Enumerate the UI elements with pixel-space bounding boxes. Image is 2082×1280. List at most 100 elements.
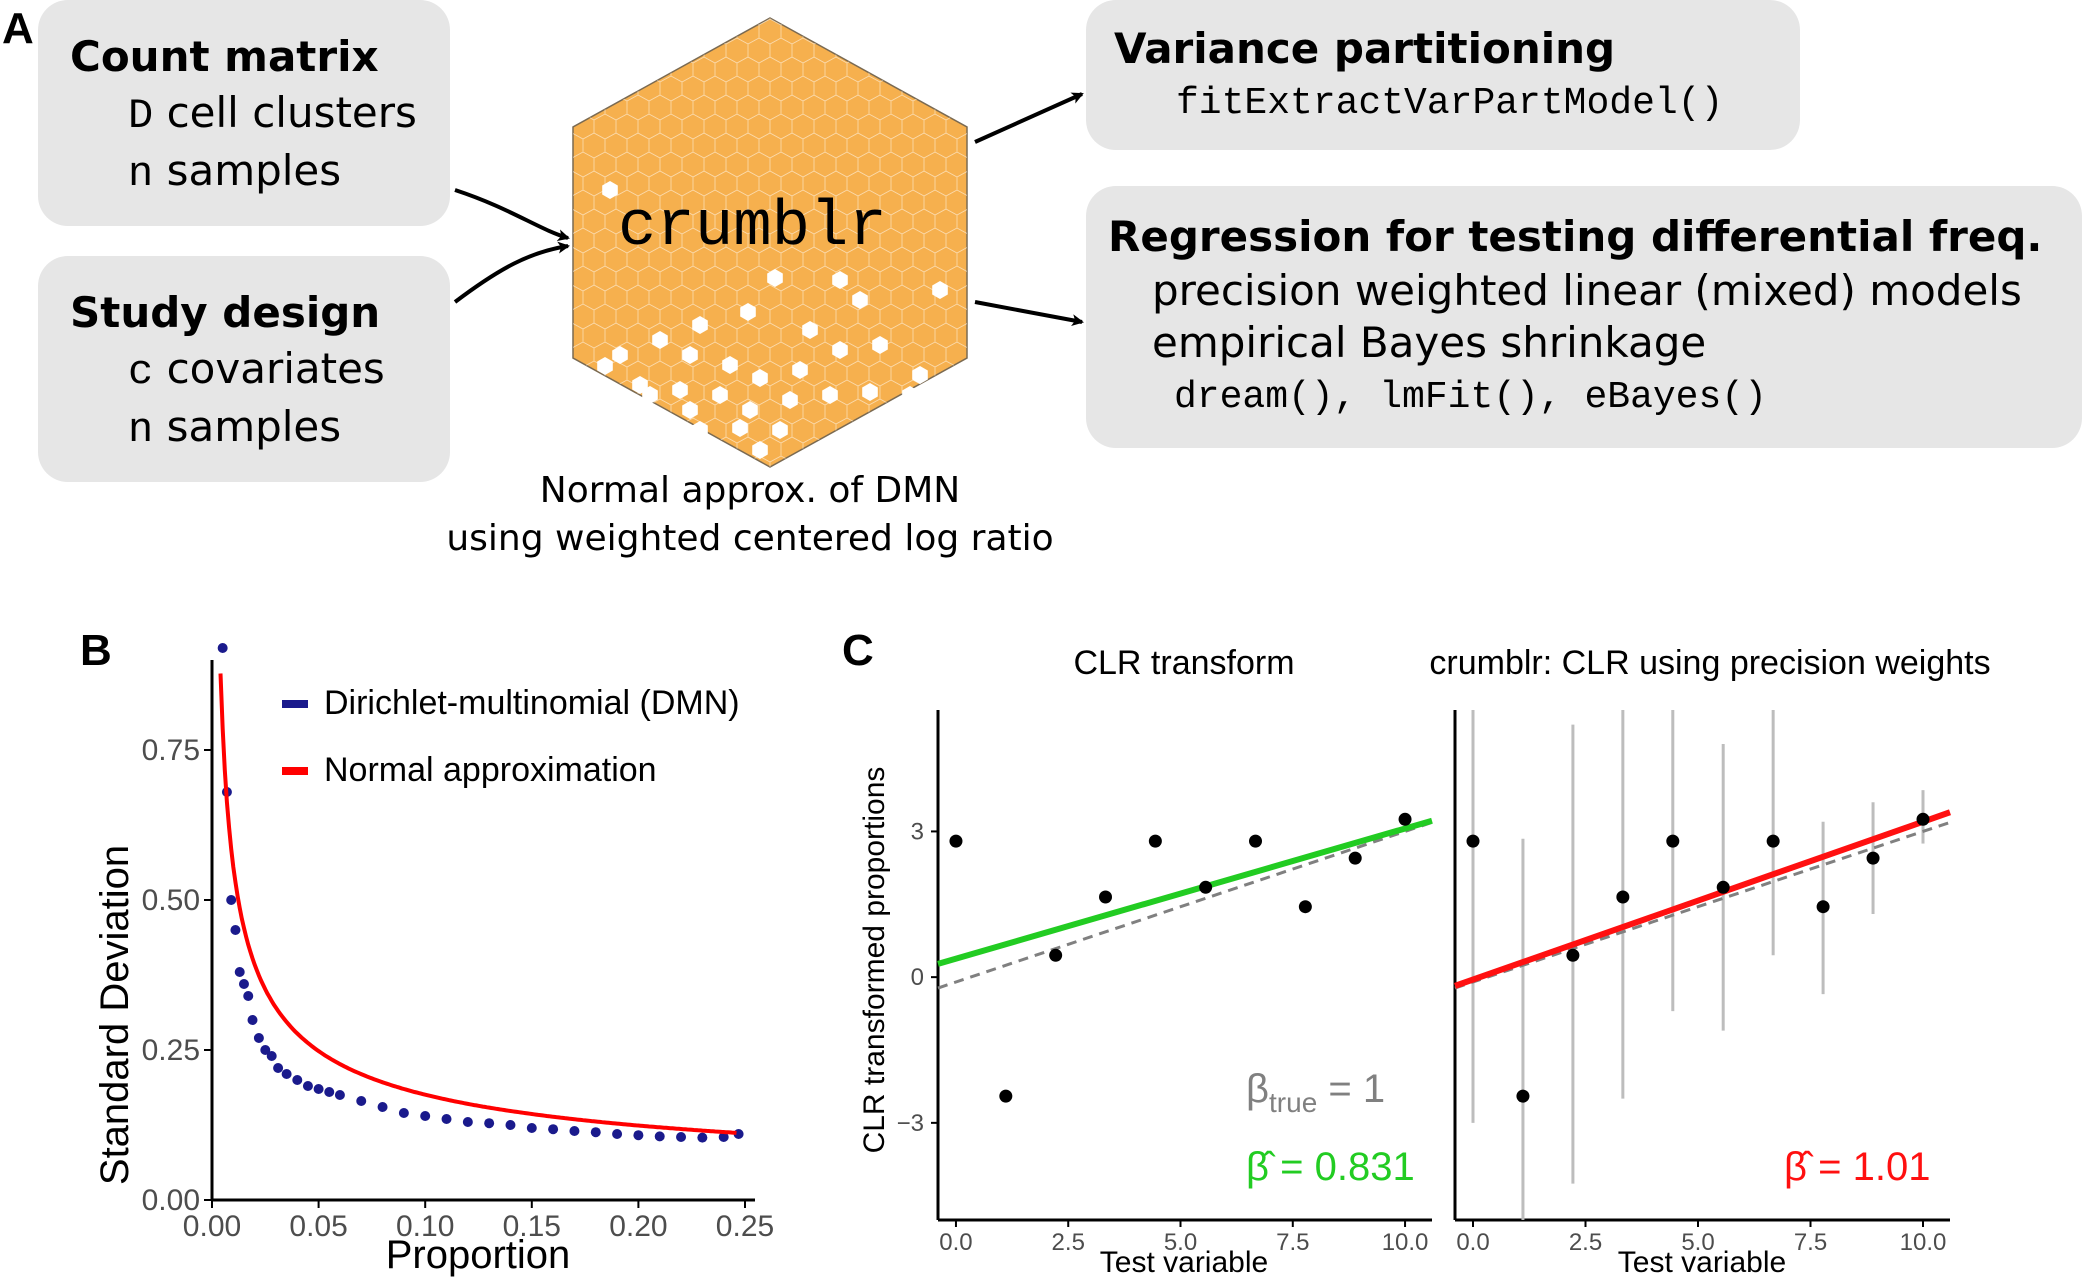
dmn-point — [217, 643, 228, 653]
count-matrix-line-samples: n samples — [128, 146, 342, 198]
study-design-line-samples: n samples — [128, 402, 342, 454]
crumblr-point — [1516, 1089, 1530, 1103]
white-cell — [622, 406, 638, 424]
clr-ytick-label: 3 — [911, 818, 924, 845]
panel-b-xtick-label: 0.20 — [609, 1210, 667, 1243]
clr-point — [1249, 834, 1263, 848]
dmn-point — [398, 1108, 409, 1118]
white-cells — [597, 181, 948, 464]
white-cell — [932, 281, 948, 299]
crumblr-point — [1766, 834, 1780, 848]
regression-title: Regression for testing differential freq… — [1108, 212, 2043, 261]
crumblr-label: crumblr — [618, 192, 887, 264]
dmn-point — [420, 1111, 431, 1121]
beta-true-annotation: βtrue = 1 — [1246, 1067, 1385, 1118]
dmn-point — [612, 1129, 623, 1139]
dmn-point — [313, 1084, 324, 1094]
white-cell — [802, 321, 818, 339]
white-cell — [672, 381, 688, 399]
panel-b-xtick-label: 0.10 — [396, 1210, 454, 1243]
clr-true-line — [937, 820, 1433, 990]
clr-fit-line — [937, 817, 1433, 967]
legend-label-normal: Normal approximation — [324, 751, 657, 789]
clr-point — [1298, 900, 1312, 914]
panel-c-left-xlabel: Test variable — [1100, 1246, 1268, 1279]
panel-c-right-title: crumblr: CLR using precision weights — [1429, 644, 1990, 682]
legend-swatch-dmn — [282, 700, 308, 708]
clr-point — [949, 834, 963, 848]
panel-b-ytick-label: 0.50 — [142, 884, 200, 917]
dmn-point — [334, 1090, 345, 1100]
arrow-design-to-crumblr — [453, 241, 570, 304]
panel-c-left-title: CLR transform — [1073, 644, 1294, 682]
arrow-to-varpart — [974, 92, 1084, 144]
regression-box: Regression for testing differential freq… — [1086, 186, 2082, 448]
dmn-point — [230, 925, 241, 935]
dmn-point — [441, 1114, 452, 1124]
white-cell — [862, 383, 878, 401]
dmn-point — [569, 1126, 580, 1136]
clr-point — [1099, 890, 1113, 904]
clr-point — [1049, 948, 1063, 962]
dmn-point — [302, 1081, 313, 1091]
normal-approx-curve — [218, 673, 737, 1135]
panel-label-a: A — [2, 4, 34, 53]
variance-partitioning-box: Variance partitioning fitExtractVarPartM… — [1086, 0, 1800, 150]
panel-b-chart: 0.00 0.05 0.10 0.15 0.20 0.25 0.00 0.25 0.50 0.75… — [93, 643, 774, 1277]
dmn-point — [234, 967, 245, 977]
dmn-point — [718, 1132, 729, 1142]
dmn-point — [484, 1118, 495, 1129]
dmn-point — [462, 1117, 473, 1127]
crumblr-point — [1616, 890, 1630, 904]
white-cell — [712, 446, 728, 464]
dmn-point — [238, 979, 249, 989]
dmn-point — [505, 1120, 516, 1130]
panel-b-legend: Dirichlet-multinomial (DMN) Normal appro… — [282, 684, 740, 789]
white-cell — [682, 401, 698, 419]
white-cell — [602, 181, 618, 199]
crumblr-xtick-label: 2.5 — [1569, 1229, 1602, 1256]
regression-line1: precision weighted linear (mixed) models — [1152, 266, 2022, 315]
center-caption-line2: using weighted centered log ratio — [446, 518, 1054, 559]
white-cell — [832, 271, 848, 289]
panel-c-right-xlabel: Test variable — [1618, 1246, 1786, 1279]
dmn-point — [324, 1087, 335, 1097]
clr-xtick-label: 0.0 — [939, 1229, 972, 1256]
study-design-box: Study design c covariates n samples — [38, 256, 450, 482]
white-cell — [752, 441, 768, 459]
white-cell — [632, 376, 648, 394]
clr-ytick-label: −3 — [897, 1110, 924, 1137]
white-cell — [872, 336, 888, 354]
panel-b-xlabel: Proportion — [386, 1233, 571, 1277]
clr-point — [1199, 880, 1213, 894]
dmn-point — [281, 1069, 292, 1079]
white-cell — [722, 356, 738, 374]
panel-b-xtick-label: 0.00 — [183, 1210, 241, 1243]
crumblr-point — [1566, 948, 1580, 962]
dmn-point — [356, 1096, 367, 1106]
dmn-point — [260, 1045, 271, 1055]
study-design-title: Study design — [70, 288, 381, 337]
legend-swatch-normal — [282, 767, 308, 775]
crumblr-xtick-label: 5.0 — [1681, 1229, 1714, 1256]
study-design-line-covariates: c covariates — [128, 344, 385, 396]
panel-label-b: B — [80, 626, 112, 675]
dmn-point — [253, 1033, 264, 1043]
center-caption-line1: Normal approx. of DMN — [539, 470, 961, 511]
white-cell — [732, 419, 748, 437]
count-matrix-title: Count matrix — [70, 32, 379, 81]
crumblr-point — [1816, 900, 1830, 914]
white-cell — [912, 366, 928, 384]
white-cell — [682, 346, 698, 364]
white-cell — [692, 316, 708, 334]
white-cell — [740, 303, 756, 321]
dmn-point — [243, 991, 254, 1001]
white-cell — [852, 291, 868, 309]
clr-point — [1348, 851, 1362, 865]
crumblr-xtick-label: 7.5 — [1794, 1229, 1827, 1256]
regression-code: dream(), lmFit(), eBayes() — [1174, 376, 1767, 419]
dmn-point — [590, 1127, 601, 1138]
white-cell — [902, 386, 918, 404]
white-cell — [652, 331, 668, 349]
white-cell — [642, 386, 658, 404]
